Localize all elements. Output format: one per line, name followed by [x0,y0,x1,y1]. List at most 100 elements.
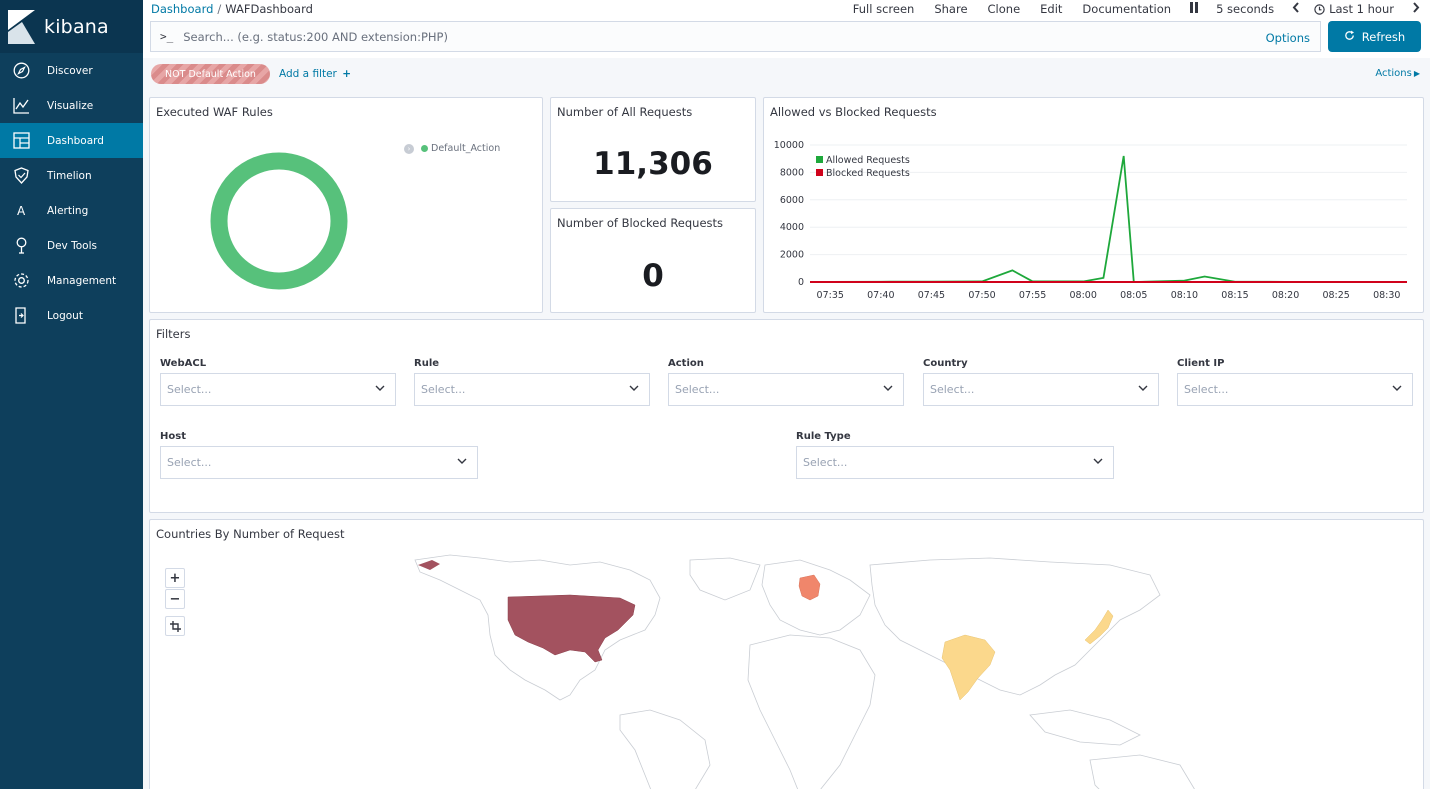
filter-pill[interactable]: NOT Default Action [151,64,270,84]
refresh-label: Refresh [1361,29,1406,44]
nav-item-dashboard[interactable]: Dashboard [0,123,143,158]
options-button[interactable]: Options [1265,31,1310,45]
filter-label-host: Host [160,431,186,442]
breadcrumb-dashboard-link[interactable]: Dashboard [151,2,214,16]
nav-item-visualize[interactable]: Visualize [0,88,143,123]
pause-icon[interactable] [1189,2,1199,16]
x-tick-label: 08:25 [1322,290,1349,301]
nav-list: Discover Visualize Dashboard Timelion A Alert… [0,53,143,333]
actions-button[interactable]: Actions ▶ [1375,68,1420,79]
nav-item-alerting[interactable]: A Alerting [0,193,143,228]
x-tick-label: 08:20 [1272,290,1299,301]
zoom-in-button[interactable]: + [165,568,185,588]
chevron-down-icon [1092,455,1104,470]
nav-item-label: Alerting [47,204,89,217]
full-screen-button[interactable]: Full screen [852,2,915,16]
metric-value: 0 [642,258,664,294]
filter-select-webacl[interactable]: Select... [160,373,396,406]
map-region-united-states [507,594,636,663]
edit-button[interactable]: Edit [1040,2,1063,16]
y-tick-label: 0 [798,277,804,288]
query-bar: >_ Search... (e.g. status:200 AND extens… [143,18,1430,58]
panel-filters: Filters WebACL Select... Rule Select... Acti… [149,319,1424,513]
documentation-button[interactable]: Documentation [1082,2,1172,16]
chevron-left-icon[interactable] [1292,2,1300,16]
panel-title: Filters [156,327,191,341]
top-bar: Dashboard / WAFDashboard Full screen Share… [143,0,1430,18]
world-map[interactable] [150,520,1423,789]
crop-icon[interactable] [165,616,185,636]
query-prompt-icon: >_ [160,30,174,43]
kibana-logo-icon [8,9,35,44]
map-africa [747,634,876,789]
panel-executed-waf-rules: Executed WAF Rules › Default_Action [149,97,543,313]
chevron-down-icon [1391,382,1403,397]
refresh-icon [1344,30,1355,44]
clone-button[interactable]: Clone [987,2,1021,16]
actions-label: Actions [1375,68,1412,79]
plus-icon: + [342,68,352,80]
chevron-down-icon [456,455,468,470]
filter-bar: NOT Default Action Add a filter + Action… [143,58,1430,92]
map-region-germany [798,574,821,601]
share-button[interactable]: Share [934,2,968,16]
panel-allowed-vs-blocked: Allowed vs Blocked Requests 0 2000 4000 600… [763,97,1424,313]
time-picker[interactable]: Last 1 hour [1314,2,1394,16]
filter-select-country[interactable]: Select... [923,373,1159,406]
x-tick-label: 08:30 [1373,290,1400,301]
panel-title: Number of Blocked Requests [557,216,724,230]
donut-slice-default-action[interactable] [210,152,348,290]
filter-select-action[interactable]: Select... [668,373,904,406]
chevron-down-icon [374,382,386,397]
sidebar: kibana Discover Visualize Dashboard Timelio… [0,0,143,789]
filter-label-country: Country [923,358,968,369]
clock-icon [1314,3,1325,15]
chevron-right-icon[interactable] [1412,2,1420,16]
filter-select-rule[interactable]: Select... [414,373,650,406]
x-tick-label: 07:40 [867,290,894,301]
alert-icon: A [12,202,30,220]
x-tick-label: 08:05 [1120,290,1147,301]
filter-label-client-ip: Client IP [1177,358,1225,369]
select-placeholder: Select... [675,383,720,396]
shield-icon [12,167,30,185]
nav-item-logout[interactable]: Logout [0,298,143,333]
map-europe [761,559,871,636]
svg-text:A: A [17,204,26,218]
x-tick-label: 08:00 [1070,290,1097,301]
x-tick-label: 08:15 [1221,290,1248,301]
map-region-india [941,634,996,701]
filter-select-client-ip[interactable]: Select... [1177,373,1413,406]
panel-title: Countries By Number of Request [156,527,345,541]
refresh-button[interactable]: Refresh [1328,21,1421,52]
zoom-out-button[interactable]: − [165,589,185,609]
donut-chart [210,152,348,290]
time-range-label: Last 1 hour [1329,2,1394,16]
nav-item-management[interactable]: Management [0,263,143,298]
refresh-interval[interactable]: 5 seconds [1216,2,1275,16]
breadcrumb-separator: / [217,2,222,16]
nav-item-label: Dashboard [47,134,104,147]
nav-item-label: Dev Tools [47,239,97,252]
donut-legend: › Default_Action [404,143,500,154]
nav-item-label: Logout [47,309,83,322]
legend-swatch [816,156,823,163]
legend-toggle-icon[interactable]: › [404,143,414,154]
panel-title: Number of All Requests [557,105,693,119]
breadcrumb: Dashboard / WAFDashboard [151,2,313,16]
filter-select-rule-type[interactable]: Select... [796,446,1114,479]
filter-label-rule-type: Rule Type [796,431,851,442]
x-tick-label: 07:45 [918,290,945,301]
panel-countries-map: Countries By Number of Request + − [149,519,1424,789]
kibana-logo[interactable]: kibana [0,0,143,53]
y-tick-label: 2000 [780,250,804,261]
add-filter-button[interactable]: Add a filter + [279,68,351,80]
nav-item-timelion[interactable]: Timelion [0,158,143,193]
search-input[interactable]: >_ Search... (e.g. status:200 AND extens… [150,21,1321,52]
nav-item-dev-tools[interactable]: Dev Tools [0,228,143,263]
nav-item-discover[interactable]: Discover [0,53,143,88]
filter-label-action: Action [668,358,704,369]
filter-select-host[interactable]: Select... [160,446,478,479]
legend-label[interactable]: Default_Action [431,143,501,154]
x-tick-label: 07:50 [968,290,995,301]
